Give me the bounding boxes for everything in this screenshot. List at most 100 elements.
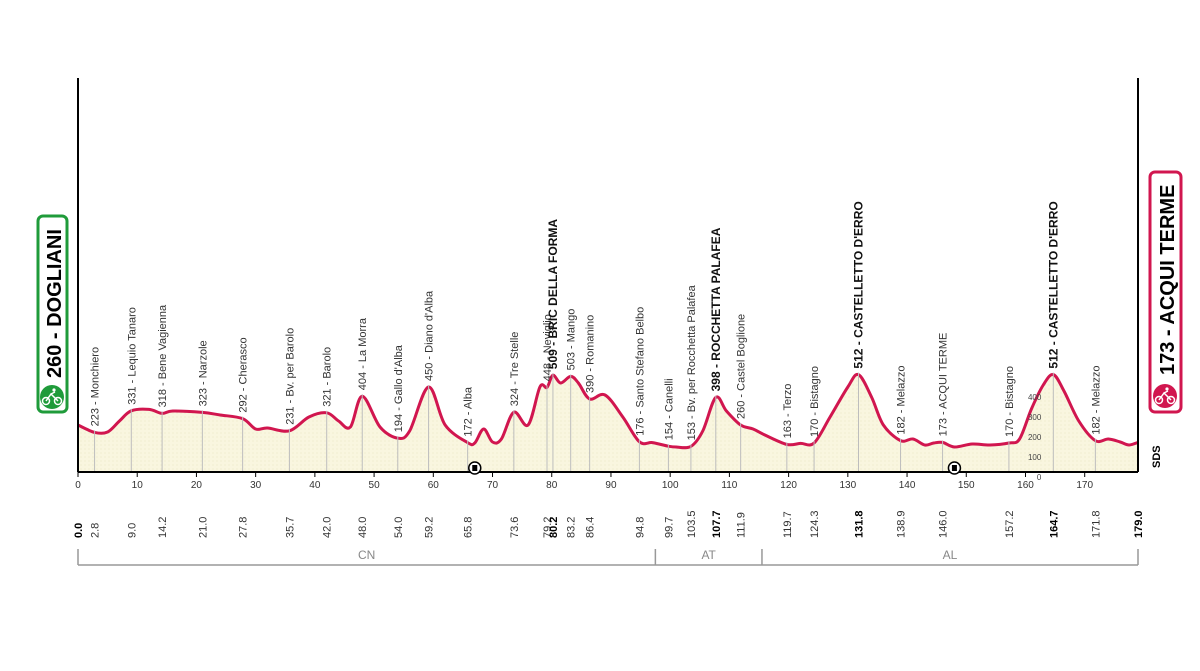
waypoint-label: 450 - Diano d'Alba xyxy=(424,290,436,381)
region-label: CN xyxy=(358,548,375,562)
waypoint-label: 404 - La Morra xyxy=(357,317,369,390)
x-tick-label: 50 xyxy=(369,480,381,491)
region-label: AT xyxy=(701,548,716,562)
waypoint-lines xyxy=(94,372,1096,472)
start-km-label: 0.0 xyxy=(73,523,85,538)
waypoint-label: 331 - Lequio Tanaro xyxy=(126,307,138,405)
waypoint-km-label: 124.3 xyxy=(809,510,821,538)
waypoint-label: 153 - Bv. per Rocchetta Palafea xyxy=(686,284,698,440)
waypoint-km-label: 131.8 xyxy=(853,510,865,538)
x-tick-label: 0 xyxy=(75,480,81,491)
start-badge: 260 - DOGLIANI xyxy=(36,214,69,414)
region-brackets: CN AT AL xyxy=(77,548,1139,566)
x-tick-label: 80 xyxy=(546,480,558,491)
waypoint-label: 176 - Santo Stefano Belbo xyxy=(634,307,646,436)
waypoint-km-label: 9.0 xyxy=(126,523,138,538)
finish-cyclist-icon xyxy=(1153,384,1177,408)
x-tick-label: 160 xyxy=(1017,480,1034,491)
waypoint-km-label: 157.2 xyxy=(1004,510,1016,538)
finish-badge-frame xyxy=(1148,170,1183,414)
waypoint-km-label: 21.0 xyxy=(197,517,209,538)
x-tick-label: 110 xyxy=(721,480,737,491)
waypoint-km-label: 86.4 xyxy=(585,517,597,538)
waypoint-km-label: 164.7 xyxy=(1048,510,1060,538)
x-ticks: 0 10 20 30 40 50 60 70 80 90 100 110 120 130 140 150 160… xyxy=(75,472,1093,491)
sds-mark: SDS xyxy=(1151,445,1163,468)
waypoint-label: 318 - Bene Vagienna xyxy=(157,304,169,407)
x-tick-label: 170 xyxy=(1076,480,1093,491)
waypoint-label: 509 - BRIC DELLA FORMA xyxy=(546,219,560,370)
waypoint-label: 390 - Romanino xyxy=(585,315,597,393)
x-tick-label: 120 xyxy=(780,480,797,491)
waypoint-km-label: 99.7 xyxy=(663,517,675,538)
waypoint-km-label: 14.2 xyxy=(157,517,169,538)
x-tick-label: 40 xyxy=(309,480,321,491)
waypoint-label: 223 - Monchiero xyxy=(90,347,102,427)
finish-km-label: 179.0 xyxy=(1133,510,1145,538)
waypoint-km-label: 73.6 xyxy=(509,517,521,538)
x-tick-label: 140 xyxy=(899,480,916,491)
waypoint-km-label: 79.2 xyxy=(542,517,554,538)
waypoint-labels: 223 - Monchiero 331 - Lequio Tanaro 318 - … xyxy=(90,201,1103,440)
finish-label: 173 - ACQUI TERME xyxy=(1157,185,1179,375)
waypoint-label: 163 - Terzo xyxy=(782,384,794,439)
x-tick-label: 10 xyxy=(132,480,144,491)
waypoint-km-label: 2.8 xyxy=(90,523,102,538)
waypoint-label: 260 - Castel Boglione xyxy=(736,314,748,419)
waypoint-label: 292 - Cherasco xyxy=(238,337,250,412)
waypoint-km-label: 119.7 xyxy=(782,511,794,538)
waypoint-label: 170 - Bistagno xyxy=(1004,366,1016,437)
start-label: 260 - DOGLIANI xyxy=(44,229,66,378)
altitude-scale-label: 100 xyxy=(1028,453,1042,462)
waypoint-km-label: 171.8 xyxy=(1090,510,1102,538)
start-cyclist-icon xyxy=(40,385,64,409)
waypoint-km-label: 94.8 xyxy=(634,517,646,538)
bonus-sprint-icon-glyph xyxy=(951,465,957,471)
waypoint-label: 194 - Gallo d'Alba xyxy=(393,344,405,432)
waypoint-label: 321 - Barolo xyxy=(322,347,334,407)
altitude-scale-label: 400 xyxy=(1028,393,1042,402)
waypoint-label: 324 - Tre Stelle xyxy=(509,332,521,407)
waypoint-km-label: 35.7 xyxy=(284,517,296,538)
waypoint-label: 323 - Narzole xyxy=(197,340,209,406)
waypoint-km-label: 48.0 xyxy=(357,517,369,538)
x-tick-label: 30 xyxy=(250,480,262,491)
waypoint-label: 172 - Alba xyxy=(463,386,475,436)
start-badge-frame xyxy=(36,214,69,414)
waypoint-km-label: 59.2 xyxy=(424,517,436,538)
waypoint-label: 231 - Bv. per Barolo xyxy=(284,328,296,425)
x-tick-label: 20 xyxy=(191,480,203,491)
waypoint-label: 398 - ROCCHETTA PALAFEA xyxy=(709,227,723,391)
altitude-scale-label: 0 xyxy=(1037,473,1042,482)
waypoint-label: 512 - CASTELLETTO D'ERRO xyxy=(1046,201,1060,368)
waypoint-km-label: 42.0 xyxy=(322,517,334,538)
km-labels: 2.8 9.0 14.2 21.0 27.8 35.7 42.0 48.0 54.0 59.2 65… xyxy=(90,510,1103,538)
waypoint-km-label: 83.2 xyxy=(566,517,578,538)
x-tick-label: 130 xyxy=(839,480,856,491)
x-tick-label: 150 xyxy=(958,480,975,491)
waypoint-label: 503 - Mango xyxy=(566,309,578,371)
waypoint-label: 448 - Neviglio xyxy=(542,314,554,381)
x-tick-label: 70 xyxy=(487,480,499,491)
intermediate-sprint-icon-glyph xyxy=(472,465,478,471)
x-tick-label: 60 xyxy=(428,480,440,491)
waypoint-label: 182 - Melazzo xyxy=(1090,366,1102,435)
waypoint-km-label: 111.9 xyxy=(736,512,748,538)
axes xyxy=(77,78,1139,473)
altitude-scale-label: 300 xyxy=(1028,413,1042,422)
x-tick-label: 90 xyxy=(605,480,617,491)
waypoint-km-label: 146.0 xyxy=(938,510,950,538)
waypoint-label: 512 - CASTELLETTO D'ERRO xyxy=(851,201,865,368)
region-label: AL xyxy=(943,548,958,562)
waypoint-label: 173 - ACQUI TERME xyxy=(938,333,950,437)
altitude-scale: 400 300 200 100 0 xyxy=(1028,393,1042,482)
waypoint-km-label: 80.2 xyxy=(548,517,560,538)
profile-fill xyxy=(78,374,1138,472)
waypoint-km-label: 107.7 xyxy=(711,510,723,538)
waypoint-label: 182 - Melazzo xyxy=(896,366,908,435)
waypoint-km-label: 27.8 xyxy=(238,517,250,538)
x-tick-label: 100 xyxy=(662,480,679,491)
waypoint-km-label: 54.0 xyxy=(393,517,405,538)
finish-badge: 173 - ACQUI TERME xyxy=(1148,170,1183,414)
